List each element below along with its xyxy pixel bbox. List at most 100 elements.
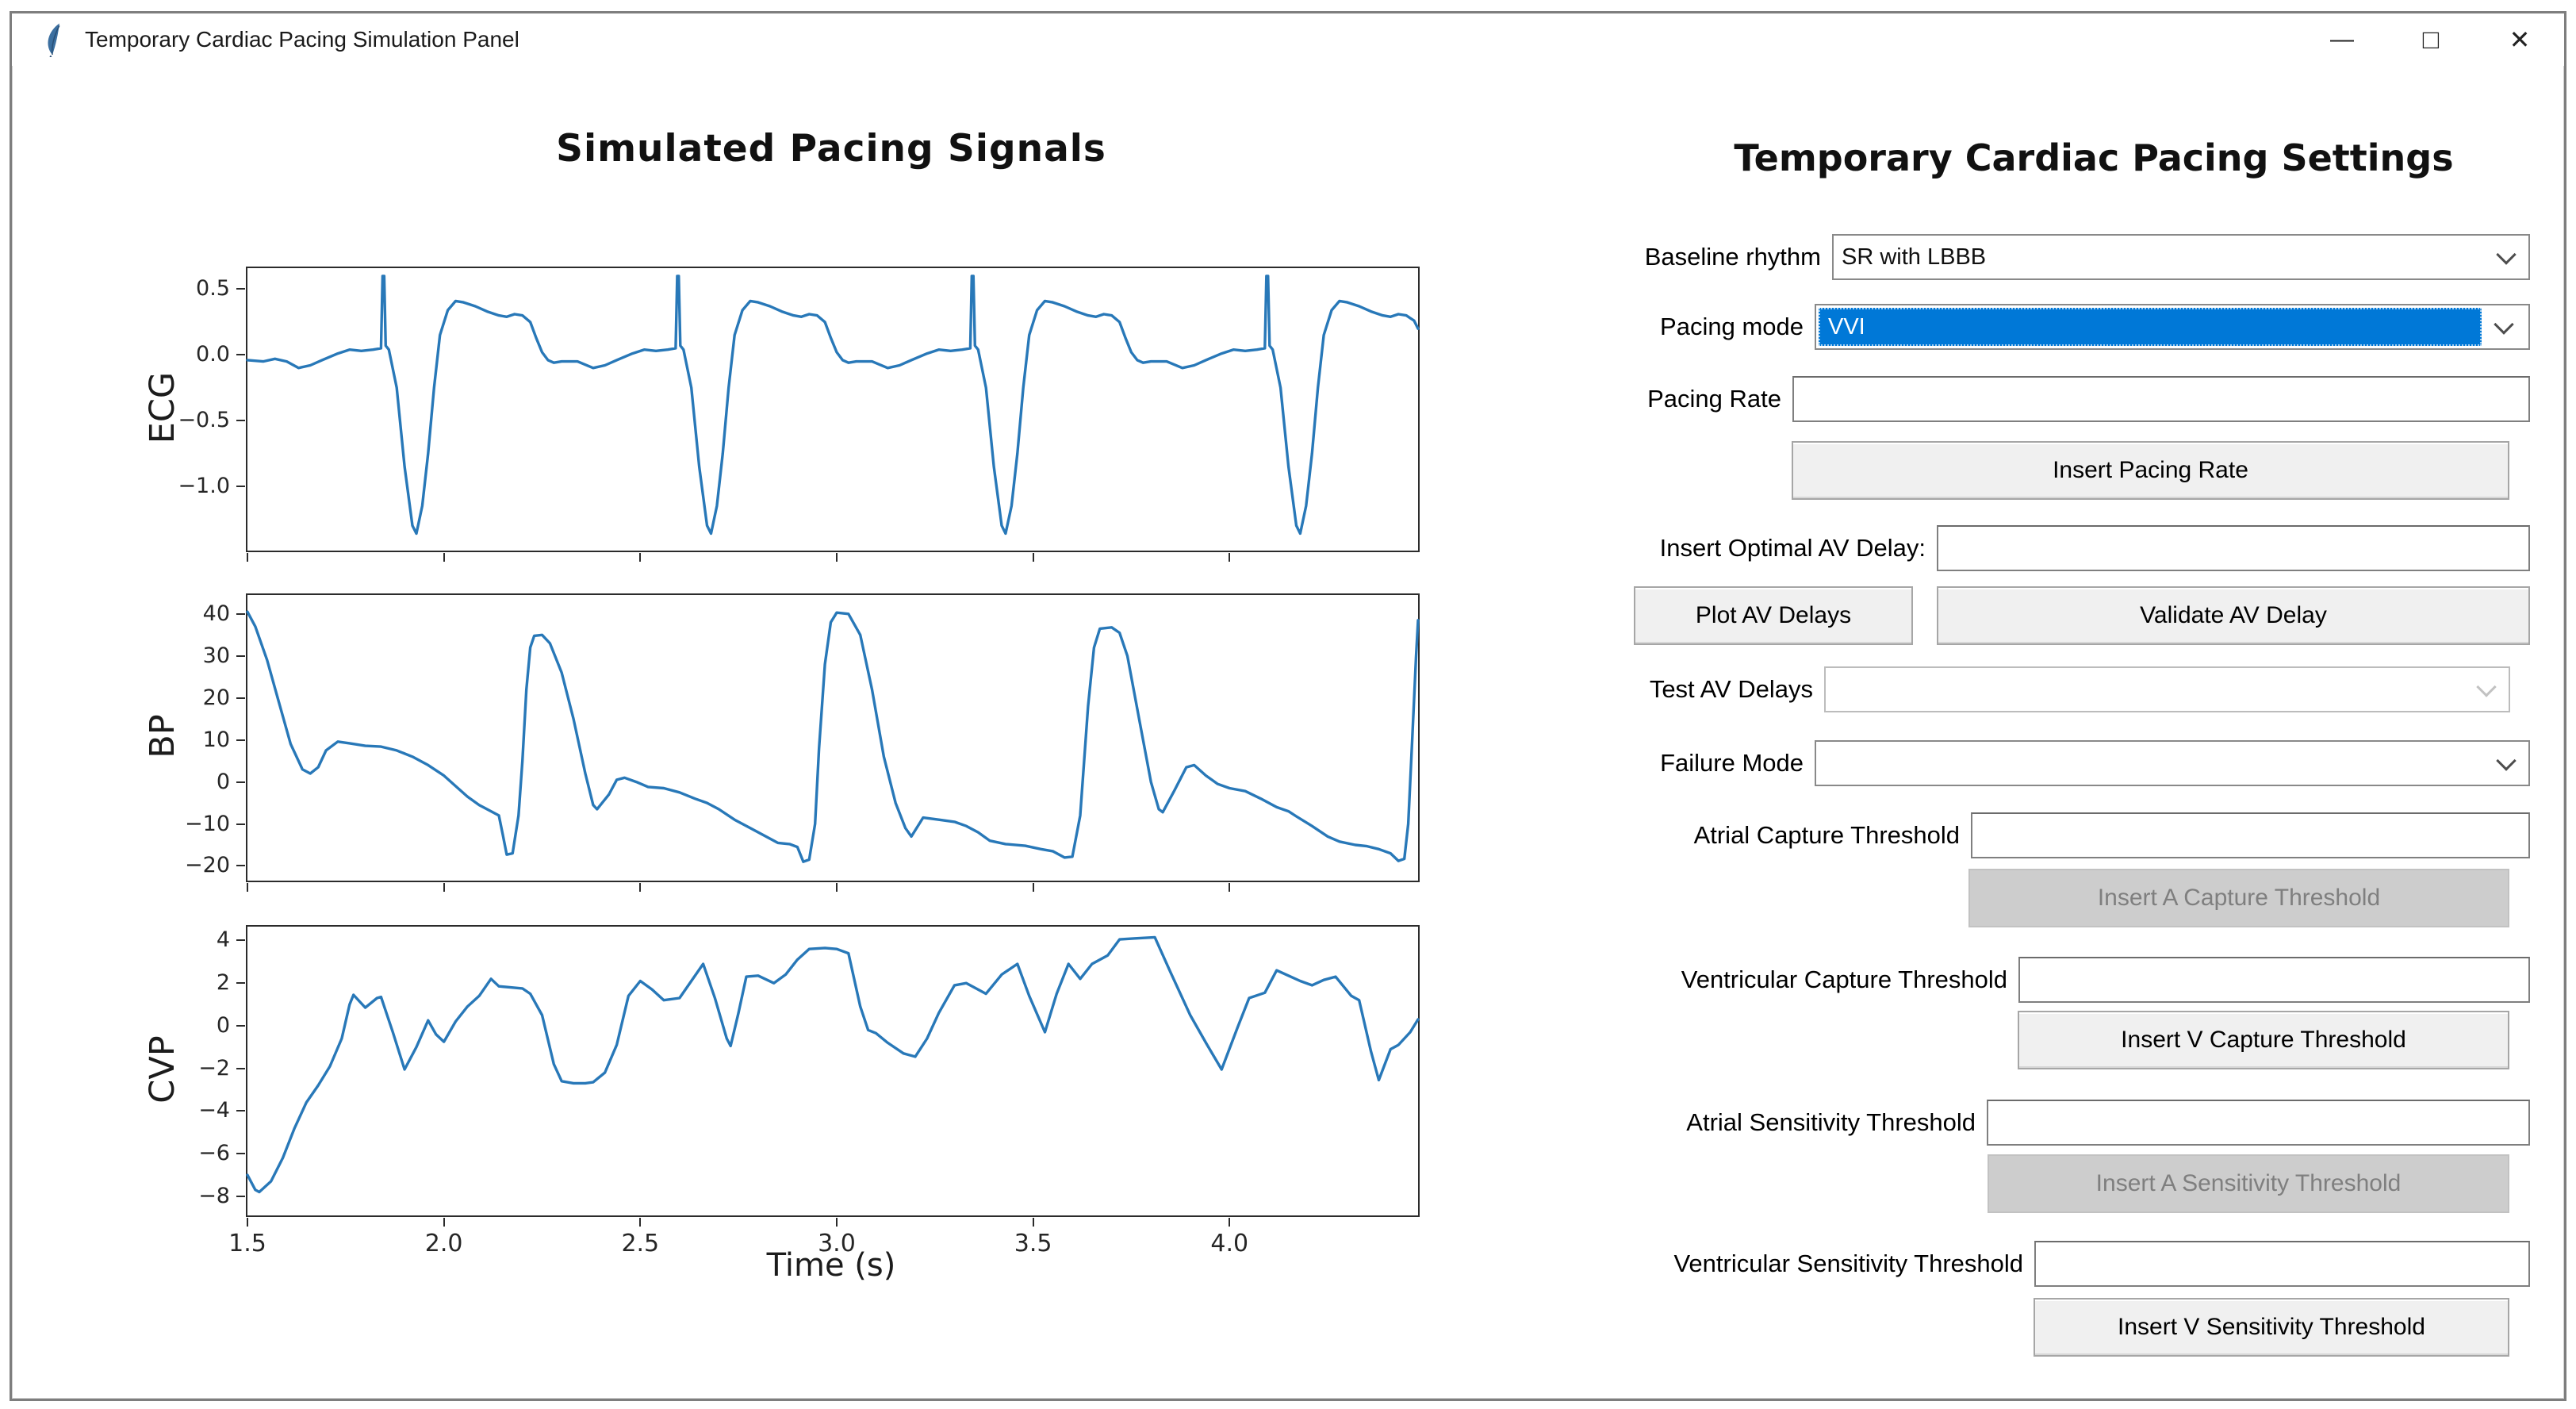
chevron-down-icon[interactable] (2484, 742, 2528, 785)
baseline-rhythm-combobox[interactable]: SR with LBBB (1832, 234, 2530, 280)
insert-v-sensitivity-threshold-button[interactable]: Insert V Sensitivity Threshold (2034, 1298, 2509, 1357)
bp-axis-label: BP (143, 714, 182, 758)
y-tick-label: 4 (216, 927, 230, 953)
x-tick (247, 1218, 248, 1227)
pacing-mode-combobox[interactable]: VVI (1815, 304, 2530, 350)
x-tick (639, 883, 642, 892)
insert-v-capture-threshold-button[interactable]: Insert V Capture Threshold (2018, 1011, 2509, 1069)
y-tick-label: 0 (216, 1012, 230, 1038)
x-tick (1032, 1218, 1034, 1227)
validate-av-delay-button[interactable]: Validate AV Delay (1937, 586, 2530, 645)
figure-title: Simulated Pacing Signals (556, 127, 1106, 171)
y-tick-label: −8 (198, 1183, 230, 1208)
y-tick (236, 612, 245, 615)
chevron-down-icon[interactable] (2464, 668, 2509, 711)
y-tick (236, 939, 245, 942)
y-tick (236, 697, 245, 699)
x-tick (1229, 883, 1231, 892)
y-tick-label: 2 (216, 970, 230, 996)
atrial-capture-threshold-input[interactable] (1971, 812, 2530, 858)
optimal-av-delay-input[interactable] (1937, 525, 2530, 571)
y-tick (236, 823, 245, 825)
x-tick (835, 883, 838, 892)
y-tick (236, 1110, 245, 1112)
optimal-av-delay-label: Insert Optimal AV Delay: (1659, 534, 1926, 562)
x-tick (247, 883, 248, 892)
y-tick (236, 655, 245, 657)
y-tick (236, 1195, 245, 1197)
x-tick (835, 553, 838, 562)
y-tick-label: 40 (202, 601, 230, 626)
y-tick (236, 1153, 245, 1155)
ecg-plot: 0.5 0.0 −0.5 −1.0 (178, 267, 1420, 562)
close-icon[interactable]: ✕ (2475, 13, 2564, 66)
x-tick (1229, 1218, 1231, 1227)
failure-mode-value (1816, 742, 2484, 785)
y-tick-label: 0 (216, 769, 230, 794)
y-tick-label: −20 (185, 853, 230, 878)
atrial-sensitivity-threshold-label: Atrial Sensitivity Threshold (1686, 1108, 1976, 1136)
insert-a-sensitivity-threshold-button[interactable]: Insert A Sensitivity Threshold (1988, 1154, 2509, 1213)
x-tick (443, 883, 445, 892)
pacing-mode-label: Pacing mode (1660, 313, 1804, 340)
ventricular-sensitivity-threshold-input[interactable] (2034, 1241, 2530, 1287)
x-tick-label: 2.0 (424, 1230, 463, 1257)
x-tick-label: 3.0 (818, 1230, 856, 1257)
x-tick (1229, 553, 1231, 562)
y-tick-label: 0.0 (196, 342, 230, 367)
titlebar: Temporary Cardiac Pacing Simulation Pane… (12, 13, 2564, 66)
x-tick-label: 2.5 (621, 1230, 660, 1257)
baseline-rhythm-label: Baseline rhythm (1644, 243, 1821, 271)
x-tick (639, 553, 642, 562)
baseline-rhythm-value: SR with LBBB (1842, 244, 1987, 270)
x-tick (639, 1218, 642, 1227)
y-tick-label: 0.5 (196, 276, 230, 301)
atrial-capture-threshold-label: Atrial Capture Threshold (1693, 821, 1960, 849)
y-tick (236, 865, 245, 867)
y-tick-label: −2 (198, 1055, 230, 1081)
test-av-delays-combobox[interactable] (1824, 666, 2510, 712)
y-tick (236, 1024, 245, 1027)
test-av-delays-label: Test AV Delays (1649, 675, 1813, 703)
ventricular-sensitivity-threshold-label: Ventricular Sensitivity Threshold (1673, 1250, 2023, 1277)
y-tick (236, 1067, 245, 1069)
insert-pacing-rate-button[interactable]: Insert Pacing Rate (1792, 441, 2509, 500)
ventricular-capture-threshold-label: Ventricular Capture Threshold (1681, 966, 2007, 993)
chevron-down-icon[interactable] (2484, 236, 2528, 278)
y-tick (236, 288, 245, 290)
y-tick-label: −1.0 (178, 473, 230, 498)
insert-a-capture-threshold-button[interactable]: Insert A Capture Threshold (1968, 869, 2509, 927)
x-tick (247, 553, 248, 562)
y-tick (236, 739, 245, 741)
y-tick (236, 781, 245, 783)
plot-av-delays-button[interactable]: Plot AV Delays (1634, 586, 1913, 645)
settings-title: Temporary Cardiac Pacing Settings (1734, 136, 2454, 179)
x-tick (443, 553, 445, 562)
failure-mode-label: Failure Mode (1660, 749, 1804, 777)
y-tick-label: 10 (202, 727, 230, 752)
y-tick-label: −6 (198, 1141, 230, 1166)
pacing-rate-label: Pacing Rate (1647, 385, 1781, 413)
atrial-sensitivity-threshold-input[interactable] (1987, 1100, 2530, 1146)
chevron-down-icon[interactable] (2482, 308, 2526, 346)
y-tick (236, 982, 245, 985)
failure-mode-combobox[interactable] (1815, 740, 2530, 786)
minimize-icon[interactable]: — (2298, 13, 2386, 66)
y-tick-label: −0.5 (178, 408, 230, 433)
window-title: Temporary Cardiac Pacing Simulation Pane… (85, 27, 519, 52)
x-tick (1032, 883, 1034, 892)
x-tick (1032, 553, 1034, 562)
pacing-mode-value: VVI (1819, 308, 2482, 346)
ecg-axis-label: ECG (143, 371, 182, 444)
y-tick (236, 354, 245, 356)
y-tick (236, 420, 245, 422)
x-tick-label: 1.5 (228, 1230, 266, 1257)
pacing-rate-input[interactable] (1792, 376, 2530, 422)
ventricular-capture-threshold-input[interactable] (2018, 957, 2530, 1003)
cvp-axis-label: CVP (143, 1035, 182, 1104)
x-tick-label: 4.0 (1210, 1230, 1249, 1257)
x-tick (443, 1218, 445, 1227)
y-tick-label: −4 (198, 1098, 230, 1123)
maximize-icon[interactable]: □ (2386, 13, 2475, 66)
cvp-plot: 4 2 0 −2 −4 −6 −8 1.5 2.0 2.5 3.0 3.5 4.0 (198, 925, 1420, 1257)
